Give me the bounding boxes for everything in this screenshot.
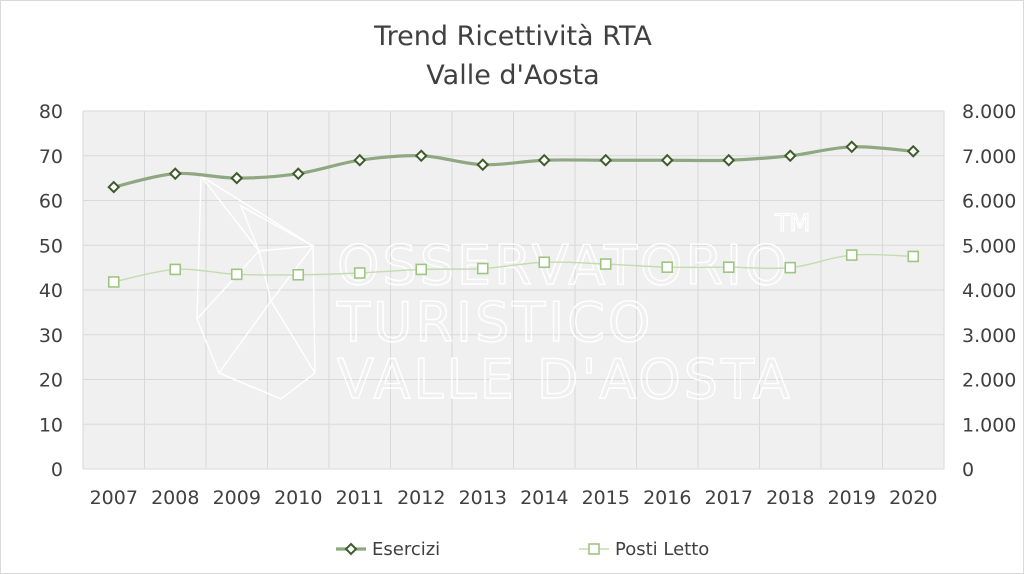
y-right-tick-label: 6.000 — [962, 191, 1016, 213]
data-point-posti-letto — [845, 249, 858, 261]
x-tick-label: 2012 — [397, 487, 445, 509]
data-point-posti-letto — [907, 250, 920, 263]
chart-title-line-1: Trend Ricettività RTA — [373, 21, 652, 52]
y-right-tick-label: 3.000 — [962, 325, 1016, 347]
data-point-esercizi — [845, 140, 859, 154]
legend: Esercizi Posti Letto — [336, 539, 709, 560]
data-point-esercizi — [599, 153, 613, 167]
y-left-tick-label: 10 — [39, 414, 63, 436]
y-left-tick-label: 40 — [39, 280, 63, 302]
legend-label-posti-letto: Posti Letto — [615, 539, 709, 560]
y-left-tick-label: 60 — [39, 191, 63, 213]
watermark-text-line-1: OSSERVATORIO — [337, 234, 790, 297]
x-tick-label: 2008 — [151, 487, 199, 509]
y-axis-right: 0 1.000 2.000 3.000 4.000 5.000 6.000 7.000 8.00… — [962, 101, 1016, 481]
watermark-logo: OSSERVATORIO TURISTICO VALLE D'AOSTA TM — [196, 174, 811, 412]
y-right-tick-label: 8.000 — [962, 101, 1016, 123]
data-point-posti-letto — [722, 261, 735, 273]
data-point-esercizi — [291, 167, 305, 181]
data-point-posti-letto — [538, 256, 551, 269]
y-axis-left: 0 10 20 30 40 50 60 70 80 — [39, 101, 63, 481]
x-tick-label: 2010 — [274, 487, 322, 509]
y-right-tick-label: 0 — [962, 459, 974, 481]
y-left-tick-label: 70 — [39, 146, 63, 168]
x-tick-label: 2007 — [90, 487, 138, 509]
data-point-esercizi — [476, 158, 490, 172]
series-markers — [107, 140, 920, 288]
x-tick-label: 2011 — [336, 487, 384, 509]
data-point-posti-letto — [353, 267, 366, 279]
x-tick-label: 2019 — [828, 487, 876, 509]
legend-marker-posti-letto — [588, 543, 600, 555]
data-point-esercizi — [107, 180, 121, 194]
y-left-tick-label: 80 — [39, 101, 63, 123]
data-point-esercizi — [353, 153, 367, 167]
x-tick-label: 2014 — [520, 487, 568, 509]
data-point-posti-letto — [661, 261, 674, 273]
chart-title-line-2: Valle d'Aosta — [426, 60, 599, 91]
y-left-tick-label: 0 — [51, 459, 63, 481]
x-tick-label: 2017 — [705, 487, 753, 509]
gridlines — [82, 110, 945, 470]
data-point-posti-letto — [415, 263, 428, 276]
y-left-tick-label: 50 — [39, 235, 63, 257]
watermark-trademark: TM — [774, 209, 810, 237]
watermark-text-line-3: VALLE D'AOSTA — [337, 348, 793, 411]
data-point-posti-letto — [292, 268, 305, 281]
data-point-posti-letto — [476, 262, 489, 275]
x-tick-label: 2020 — [889, 487, 937, 509]
data-point-esercizi — [230, 171, 244, 185]
x-tick-label: 2013 — [459, 487, 507, 509]
watermark-text-line-2: TURISTICO — [336, 291, 653, 354]
y-right-tick-label: 5.000 — [962, 235, 1016, 257]
data-point-esercizi — [783, 149, 797, 163]
data-point-esercizi — [660, 153, 674, 167]
legend-label-esercizi: Esercizi — [372, 539, 440, 560]
watermark-ear-lines — [239, 204, 314, 252]
data-point-esercizi — [168, 167, 182, 181]
x-tick-label: 2018 — [766, 487, 814, 509]
data-point-esercizi — [906, 144, 920, 158]
data-point-posti-letto — [169, 263, 182, 276]
x-tick-label: 2016 — [643, 487, 691, 509]
x-tick-label: 2015 — [582, 487, 630, 509]
x-tick-label: 2009 — [213, 487, 261, 509]
data-point-posti-letto — [599, 258, 612, 270]
y-right-tick-label: 4.000 — [962, 280, 1016, 302]
data-point-esercizi — [537, 153, 551, 167]
y-right-tick-label: 2.000 — [962, 370, 1016, 392]
y-right-tick-label: 1.000 — [962, 414, 1016, 436]
legend-marker-esercizi — [344, 542, 358, 556]
data-point-posti-letto — [107, 276, 120, 288]
data-point-posti-letto — [230, 268, 243, 281]
y-right-tick-label: 7.000 — [962, 146, 1016, 168]
data-point-esercizi — [722, 153, 736, 167]
data-point-posti-letto — [784, 261, 797, 274]
y-left-tick-label: 20 — [39, 370, 63, 392]
y-left-tick-label: 30 — [39, 325, 63, 347]
data-point-esercizi — [414, 149, 428, 163]
x-axis: 2007 2008 2009 2010 2011 2012 2013 2014 2015 2016… — [90, 487, 938, 509]
